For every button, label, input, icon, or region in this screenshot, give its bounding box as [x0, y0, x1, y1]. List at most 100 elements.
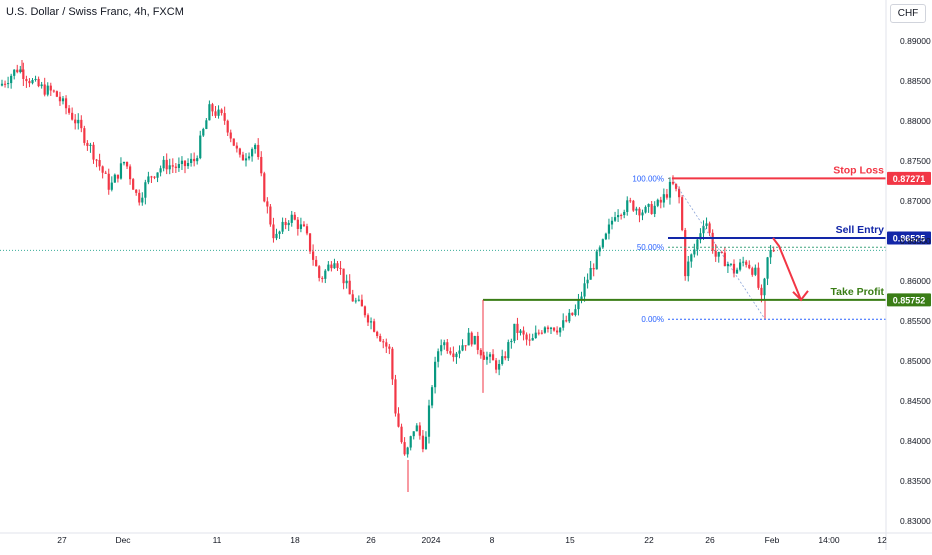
candle	[735, 267, 739, 274]
price-tick-label: 0.88000	[900, 116, 931, 126]
candle	[58, 91, 62, 106]
candle	[312, 244, 315, 266]
candle	[571, 312, 574, 316]
candle	[296, 216, 299, 236]
candle	[559, 327, 562, 337]
fib-level-label: 100.00%	[632, 174, 664, 183]
candle	[199, 130, 202, 160]
candle	[458, 345, 461, 359]
candle	[3, 80, 7, 88]
candle	[446, 339, 449, 354]
candle	[452, 346, 455, 362]
time-tick-label: 2024	[422, 535, 441, 545]
fib-level-label: 0.00%	[641, 315, 664, 324]
candle	[217, 105, 220, 119]
candle	[525, 332, 528, 346]
candle	[208, 100, 211, 121]
price-tick-label: 0.85000	[900, 356, 931, 366]
candle	[717, 251, 720, 263]
candle	[177, 157, 180, 172]
candle	[263, 171, 266, 203]
currency-button[interactable]: CHF	[890, 4, 926, 23]
candle	[116, 174, 119, 183]
candle	[110, 176, 113, 192]
candle	[95, 158, 98, 168]
candle	[321, 276, 324, 283]
candle	[473, 335, 476, 345]
candle	[684, 227, 687, 281]
candle	[257, 138, 260, 160]
candle	[138, 189, 141, 206]
candle	[162, 156, 165, 172]
candle	[357, 295, 360, 302]
candle	[43, 77, 46, 97]
candle	[400, 423, 403, 444]
candle	[385, 338, 388, 354]
candle	[507, 339, 510, 361]
candle	[412, 431, 415, 440]
candle	[537, 329, 540, 336]
candle	[763, 277, 766, 301]
candle	[528, 333, 531, 346]
candle	[681, 195, 684, 232]
price-tag	[887, 293, 931, 307]
candle	[421, 430, 424, 453]
candle	[373, 318, 376, 333]
candle	[455, 351, 458, 364]
candle	[610, 216, 614, 230]
candle	[327, 261, 330, 272]
candle	[156, 172, 159, 183]
candle	[577, 293, 580, 316]
price-tick-label: 0.89000	[900, 36, 931, 46]
candle	[516, 317, 519, 341]
candle	[653, 201, 656, 218]
candle	[0, 79, 4, 87]
candle	[732, 259, 736, 278]
candle	[635, 206, 638, 215]
candle	[226, 119, 229, 137]
candle	[641, 209, 644, 221]
candle	[299, 217, 302, 233]
candle	[723, 246, 726, 267]
fib-level-label: 50.00%	[637, 243, 664, 252]
candle	[46, 82, 49, 97]
price-tag	[887, 231, 931, 245]
candles	[0, 60, 775, 492]
time-tick-label: Feb	[765, 535, 780, 545]
candle	[25, 75, 28, 88]
candle	[333, 258, 336, 269]
candle	[64, 95, 68, 115]
candle	[488, 352, 492, 364]
price-tick-label: 0.87000	[900, 196, 931, 206]
candle	[668, 177, 672, 205]
candle	[129, 164, 132, 185]
candle	[409, 435, 412, 451]
candle	[360, 294, 363, 307]
candle	[583, 276, 586, 302]
candle	[186, 158, 190, 169]
candle	[180, 156, 184, 171]
trade-levels: Stop Loss 0.87271 Sell Entry 0.86525 Take Pr…	[482, 164, 931, 393]
candle	[699, 228, 702, 244]
candle	[568, 309, 571, 324]
candle	[34, 75, 37, 82]
candle	[626, 196, 629, 216]
candle	[89, 142, 92, 153]
candle	[342, 268, 345, 290]
candle	[598, 245, 601, 257]
price-tag-label: 0.87271	[893, 174, 926, 184]
time-tick-label: 22	[644, 535, 654, 545]
candle	[467, 328, 470, 346]
candle	[330, 261, 333, 272]
projection-arrow	[772, 237, 802, 301]
candle	[449, 347, 452, 356]
candle	[513, 323, 516, 344]
candle	[153, 176, 156, 180]
candle	[293, 211, 296, 221]
candle	[244, 153, 248, 167]
price-tag	[887, 171, 931, 185]
candle	[549, 326, 553, 334]
